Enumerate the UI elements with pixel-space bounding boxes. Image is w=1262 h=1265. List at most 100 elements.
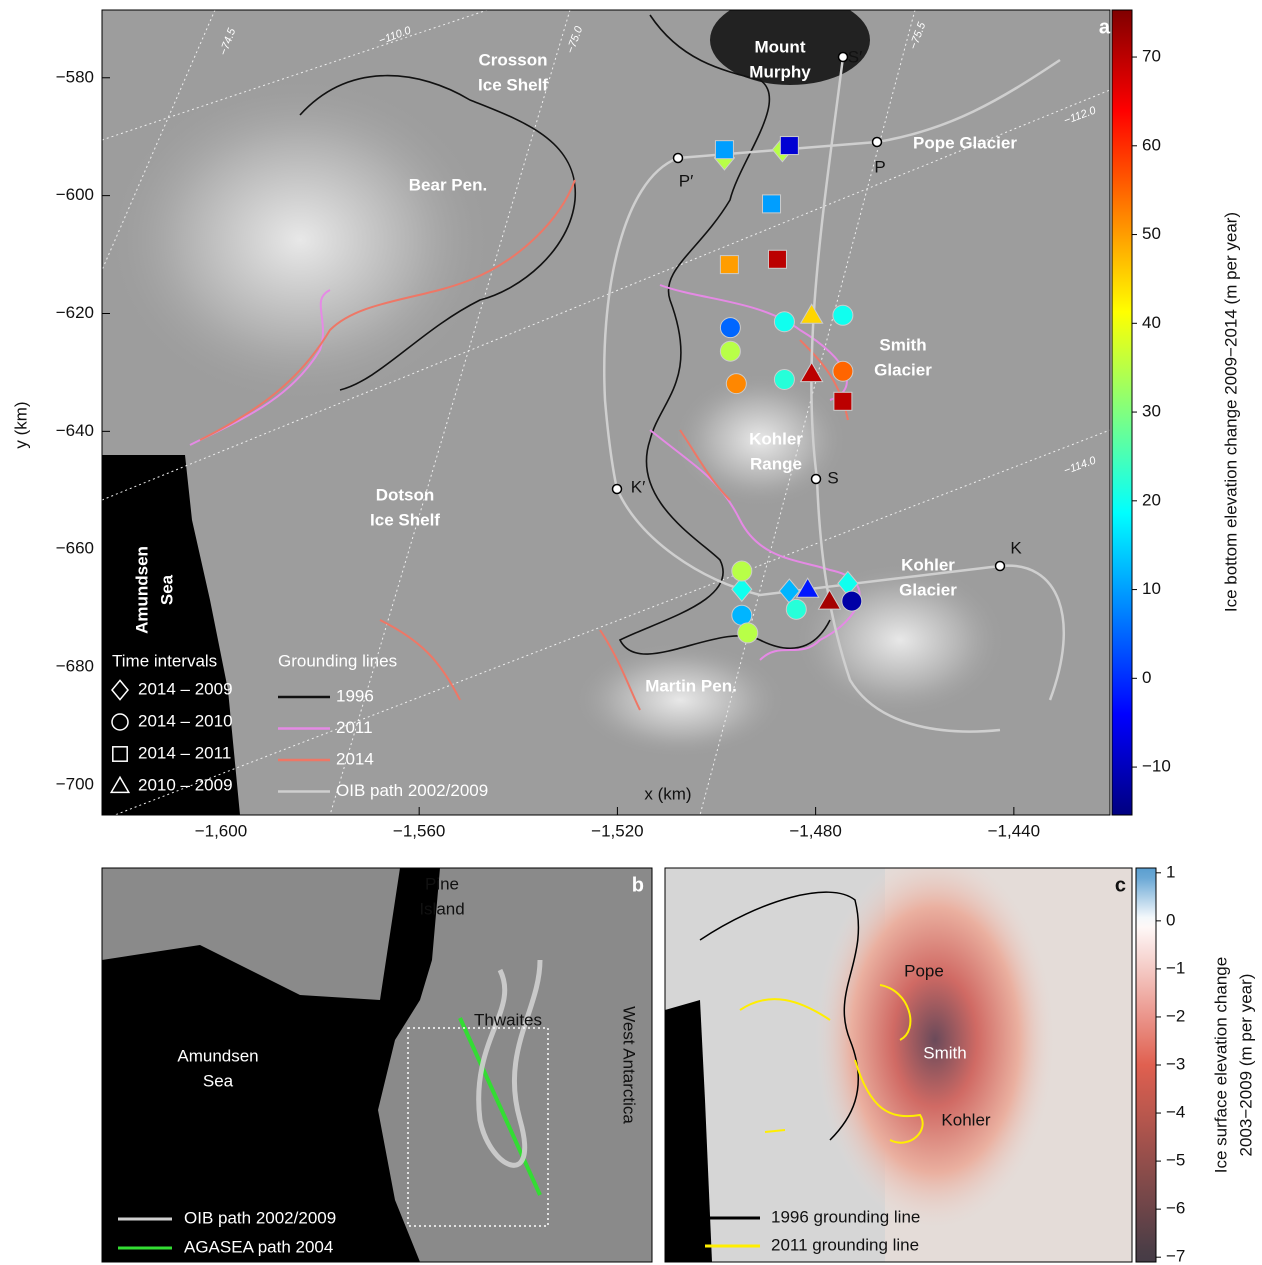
colorbar-tick-label: −3 [1166,1054,1185,1073]
profile-label: S′ [848,47,863,66]
colorbar-tick-label: −4 [1166,1103,1185,1122]
marker [720,318,740,338]
marker [768,250,786,268]
colorbar-label: 2003−2009 (m per year) [1236,974,1255,1157]
marker [738,623,758,643]
colorbar-tick-label: 0 [1142,668,1151,687]
x-tick-label: −1,520 [591,821,643,840]
figure: a b c x (km) y (km) Ice bottom elevation… [0,0,1262,1265]
place-label: Ice Shelf [478,75,548,94]
place-label: Bear Pen. [409,175,487,194]
profile-label: P [874,157,885,176]
marker [720,256,738,274]
y-tick-label: −660 [56,539,94,558]
panel-letter: b [632,874,644,896]
colorbar-label: Ice bottom elevation change 2009−2014 (m… [1221,212,1240,612]
marker [774,369,794,389]
y-tick-label: −580 [56,67,94,86]
place-label: Kohler [901,555,955,574]
legend-label: 2014 [336,749,374,768]
marker [720,341,740,361]
profile-label: K [1010,538,1022,557]
marker [833,361,853,381]
marker [732,605,752,625]
legend-title: Grounding lines [278,651,397,670]
legend-label: AGASEA path 2004 [184,1237,333,1256]
place-label: Martin Pen. [645,676,737,695]
place-label: Smith [923,1043,966,1062]
y-tick-label: −700 [56,774,94,793]
colorbar-tick-label: 1 [1166,862,1175,881]
marker [833,305,853,325]
profile-label: K′ [631,477,646,496]
colorbar-tick-label: 60 [1142,135,1161,154]
place-label: West Antarctica [620,1006,639,1124]
colorbar-tick-label: 0 [1166,910,1175,929]
place-label: Dotson [376,485,435,504]
colorbar [1112,10,1132,815]
place-label: Glacier [899,580,957,599]
marker [726,374,746,394]
place-label: Sea [203,1071,234,1090]
legend-label: 1996 [336,686,374,705]
colorbar-label: Ice surface elevation change [1211,957,1230,1173]
x-axis-label: x (km) [644,784,691,803]
colorbar-tick-label: −5 [1166,1151,1185,1170]
place-label: Pope Glacier [913,133,1017,152]
place-label: Amundsen [132,546,151,634]
place-label: Murphy [749,62,811,81]
marker [732,561,752,581]
x-tick-label: −1,440 [988,821,1040,840]
panel-letter: c [1115,874,1126,896]
y-tick-label: −600 [56,185,94,204]
legend-label: 2010 – 2009 [138,775,233,794]
place-label: Mount [755,37,806,56]
x-tick-label: −1,480 [789,821,841,840]
profile-label: S [827,468,838,487]
legend-label: 2014 – 2009 [138,679,233,698]
colorbar-tick-label: −1 [1166,958,1185,977]
marker [834,392,852,410]
colorbar-tick-label: 50 [1142,224,1161,243]
colorbar-tick-label: −2 [1166,1006,1185,1025]
place-label: Smith [879,335,926,354]
legend-label: 1996 grounding line [771,1207,920,1226]
colorbar-tick-label: −6 [1166,1199,1185,1218]
panel-letter: a [1099,16,1111,38]
place-label: Thwaites [474,1010,542,1029]
place-label: Amundsen [177,1046,258,1065]
map-a [100,0,1110,820]
place-label: Kohler [749,429,803,448]
place-label: Pope [904,961,944,980]
legend-label: OIB path 2002/2009 [336,781,488,800]
legend-label: 2014 – 2010 [138,711,233,730]
legend-label: 2011 [336,718,373,737]
place-label: Kohler [941,1110,990,1129]
legend-label: OIB path 2002/2009 [184,1208,336,1227]
map-c [665,850,1132,1262]
marker [842,591,862,611]
place-label: Glacier [874,360,932,379]
y-tick-label: −680 [56,657,94,676]
marker [774,312,794,332]
place-label: Crosson [479,50,548,69]
legend-label: 2011 grounding line [771,1235,919,1254]
x-tick-label: −1,600 [195,821,247,840]
y-axis-label: y (km) [11,401,30,448]
colorbar-tick-label: 40 [1142,313,1161,332]
place-label: Sea [157,574,176,605]
colorbar-tick-label: 10 [1142,579,1161,598]
marker [715,141,733,159]
x-tick-label: −1,560 [393,821,445,840]
place-label: Pine [425,874,459,893]
place-label: Range [750,454,802,473]
place-label: Ice Shelf [370,510,440,529]
legend-title: Time intervals [112,651,217,670]
y-tick-label: −620 [56,303,94,322]
marker [786,599,806,619]
colorbar-tick-label: 20 [1142,490,1161,509]
legend-label: 2014 – 2011 [138,743,231,762]
marker [763,195,781,213]
colorbar-tick-label: 30 [1142,402,1161,421]
colorbar-tick-label: −10 [1142,757,1171,776]
